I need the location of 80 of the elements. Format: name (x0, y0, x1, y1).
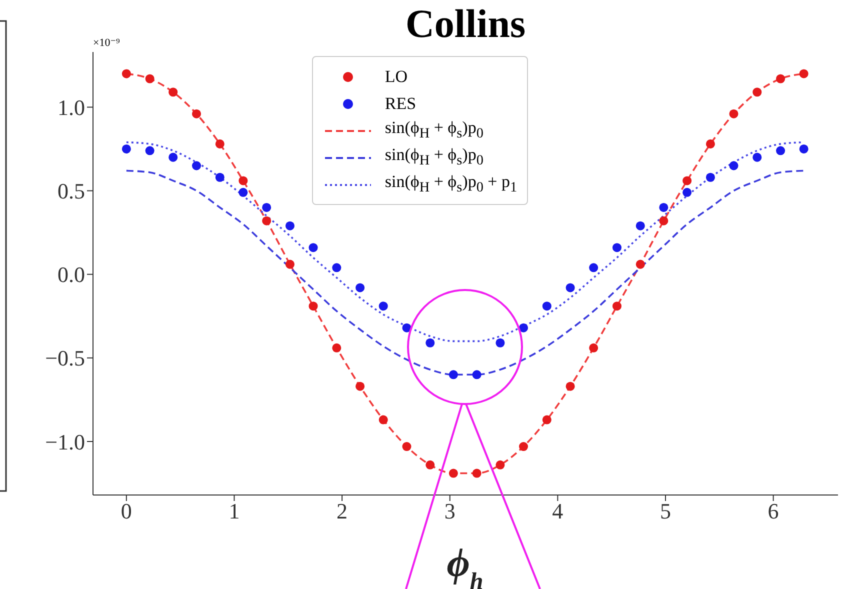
chart-title: Collins (405, 1, 526, 46)
point (589, 263, 598, 272)
point (308, 243, 318, 252)
point (612, 302, 622, 311)
point (145, 74, 154, 84)
point (496, 338, 505, 348)
point (122, 144, 131, 154)
x-axis-title: ϕ$_{h}$ (446, 540, 484, 589)
point (215, 139, 224, 148)
point (192, 161, 202, 170)
point (542, 415, 552, 424)
point (285, 221, 294, 230)
y-tick-label: 0.0 (58, 262, 85, 288)
point (332, 263, 342, 272)
x-tick-label: 4 (552, 498, 564, 524)
text: ×10⁻⁹ (93, 36, 120, 49)
legend-label: sin(ϕ$_{H}$ + ϕ$_{s}$)p$_{0}$ (384, 145, 484, 170)
point (215, 172, 224, 182)
point (799, 144, 808, 154)
point (729, 161, 738, 170)
legend-label: sin(ϕ$_{H}$ + ϕ$_{s}$)p$_{0}$ (384, 118, 484, 143)
point (192, 109, 202, 118)
y-tick-label: 1.0 (58, 94, 85, 120)
point (589, 343, 598, 352)
point (145, 146, 154, 156)
point (518, 323, 528, 332)
point (542, 302, 552, 311)
point (612, 243, 622, 252)
point (285, 260, 294, 269)
point (402, 323, 412, 332)
point (799, 69, 808, 78)
x-tick-label: 5 (660, 498, 671, 524)
point (402, 442, 412, 452)
point (776, 146, 786, 156)
legend-label: RES (384, 94, 416, 114)
y-tick-label: −1.0 (45, 429, 85, 454)
point (262, 202, 272, 212)
point (706, 139, 715, 148)
point (752, 152, 762, 162)
y-tick-label: −0.5 (45, 346, 85, 371)
point (636, 260, 645, 269)
point (472, 468, 482, 478)
x-tick-label: 6 (768, 498, 779, 524)
point (659, 202, 668, 212)
point (729, 109, 738, 118)
point (122, 69, 131, 78)
point (332, 343, 342, 352)
point (518, 442, 528, 452)
point (776, 74, 786, 84)
x-tick-label: 0 (120, 498, 132, 524)
point (706, 172, 715, 182)
point (636, 221, 645, 230)
point (448, 370, 458, 380)
point (378, 302, 388, 311)
y-tick-label: 0.5 (58, 178, 85, 204)
point (448, 468, 458, 478)
point (378, 415, 388, 424)
point (659, 216, 668, 226)
point (168, 152, 178, 162)
point (426, 338, 435, 348)
point (426, 460, 435, 470)
point (566, 382, 575, 391)
point (682, 176, 692, 186)
point (262, 216, 272, 226)
point (238, 176, 248, 186)
point (356, 382, 365, 391)
point (238, 188, 248, 197)
legend-label: sin(ϕ$_{H}$ + ϕ$_{s}$)p$_{0}$ + p$_{1}$ (384, 172, 518, 197)
point (472, 370, 482, 380)
point (566, 283, 575, 292)
point (168, 88, 178, 97)
point (682, 188, 692, 197)
point (308, 302, 318, 311)
x-tick-label: 1 (228, 498, 240, 524)
x-tick-label: 3 (444, 498, 456, 524)
legend-label: LO (384, 66, 408, 86)
x-tick-label: 2 (336, 498, 348, 524)
point (356, 283, 365, 292)
point (752, 88, 762, 97)
point (496, 460, 505, 470)
